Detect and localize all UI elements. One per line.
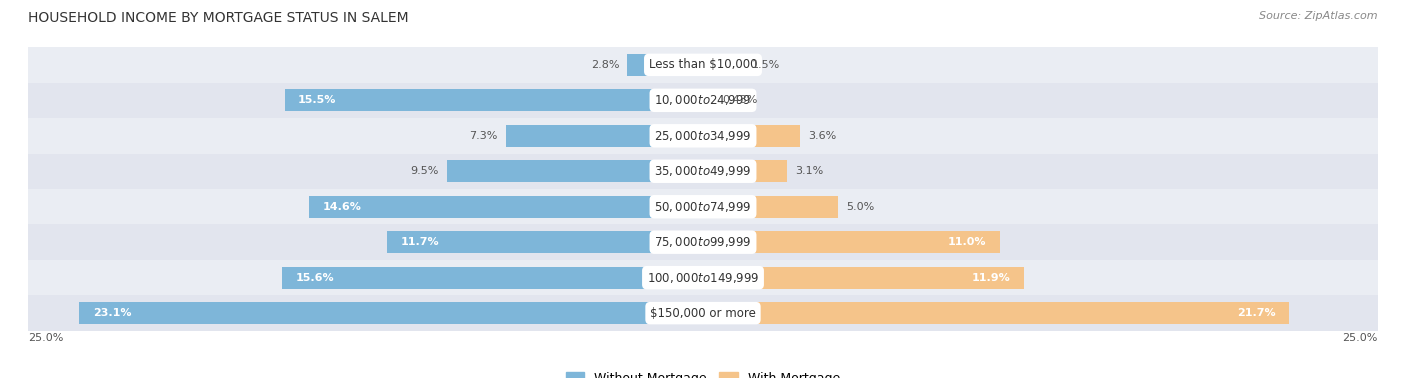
Bar <box>703 89 714 112</box>
Bar <box>447 160 703 182</box>
Text: 3.6%: 3.6% <box>808 131 837 141</box>
Text: $35,000 to $49,999: $35,000 to $49,999 <box>654 164 752 178</box>
Bar <box>28 118 1378 153</box>
Bar <box>703 54 744 76</box>
Text: 21.7%: 21.7% <box>1237 308 1275 318</box>
Text: 14.6%: 14.6% <box>322 202 361 212</box>
Text: $50,000 to $74,999: $50,000 to $74,999 <box>654 200 752 214</box>
Text: 25.0%: 25.0% <box>1343 333 1378 342</box>
Bar <box>28 153 1378 189</box>
Bar <box>703 196 838 218</box>
Text: HOUSEHOLD INCOME BY MORTGAGE STATUS IN SALEM: HOUSEHOLD INCOME BY MORTGAGE STATUS IN S… <box>28 11 409 25</box>
Bar <box>703 266 1024 289</box>
Text: 2.8%: 2.8% <box>591 60 619 70</box>
Text: 7.3%: 7.3% <box>470 131 498 141</box>
Bar <box>28 295 1378 331</box>
Text: 11.0%: 11.0% <box>948 237 987 247</box>
Text: 5.0%: 5.0% <box>846 202 875 212</box>
Text: $100,000 to $149,999: $100,000 to $149,999 <box>647 271 759 285</box>
Bar <box>28 225 1378 260</box>
Text: Source: ZipAtlas.com: Source: ZipAtlas.com <box>1260 11 1378 21</box>
Bar <box>284 89 703 112</box>
Bar <box>309 196 703 218</box>
Text: $75,000 to $99,999: $75,000 to $99,999 <box>654 235 752 249</box>
Text: 0.43%: 0.43% <box>723 95 758 105</box>
Bar <box>703 160 787 182</box>
Bar <box>703 125 800 147</box>
Bar <box>281 266 703 289</box>
Bar <box>79 302 703 324</box>
Text: $10,000 to $24,999: $10,000 to $24,999 <box>654 93 752 107</box>
Bar <box>703 231 1000 253</box>
Text: 15.6%: 15.6% <box>295 273 335 283</box>
Text: 25.0%: 25.0% <box>28 333 63 342</box>
Bar <box>28 260 1378 295</box>
Text: 9.5%: 9.5% <box>411 166 439 176</box>
Bar <box>703 302 1289 324</box>
Text: 15.5%: 15.5% <box>298 95 336 105</box>
Text: 3.1%: 3.1% <box>794 166 823 176</box>
Bar <box>627 54 703 76</box>
Bar <box>28 83 1378 118</box>
Text: $25,000 to $34,999: $25,000 to $34,999 <box>654 129 752 143</box>
Text: 11.7%: 11.7% <box>401 237 439 247</box>
Legend: Without Mortgage, With Mortgage: Without Mortgage, With Mortgage <box>561 367 845 378</box>
Bar <box>506 125 703 147</box>
Bar <box>387 231 703 253</box>
Text: $150,000 or more: $150,000 or more <box>650 307 756 320</box>
Bar <box>28 189 1378 225</box>
Text: Less than $10,000: Less than $10,000 <box>648 58 758 71</box>
Text: 1.5%: 1.5% <box>752 60 780 70</box>
Text: 23.1%: 23.1% <box>93 308 131 318</box>
Bar <box>28 47 1378 83</box>
Text: 11.9%: 11.9% <box>972 273 1011 283</box>
